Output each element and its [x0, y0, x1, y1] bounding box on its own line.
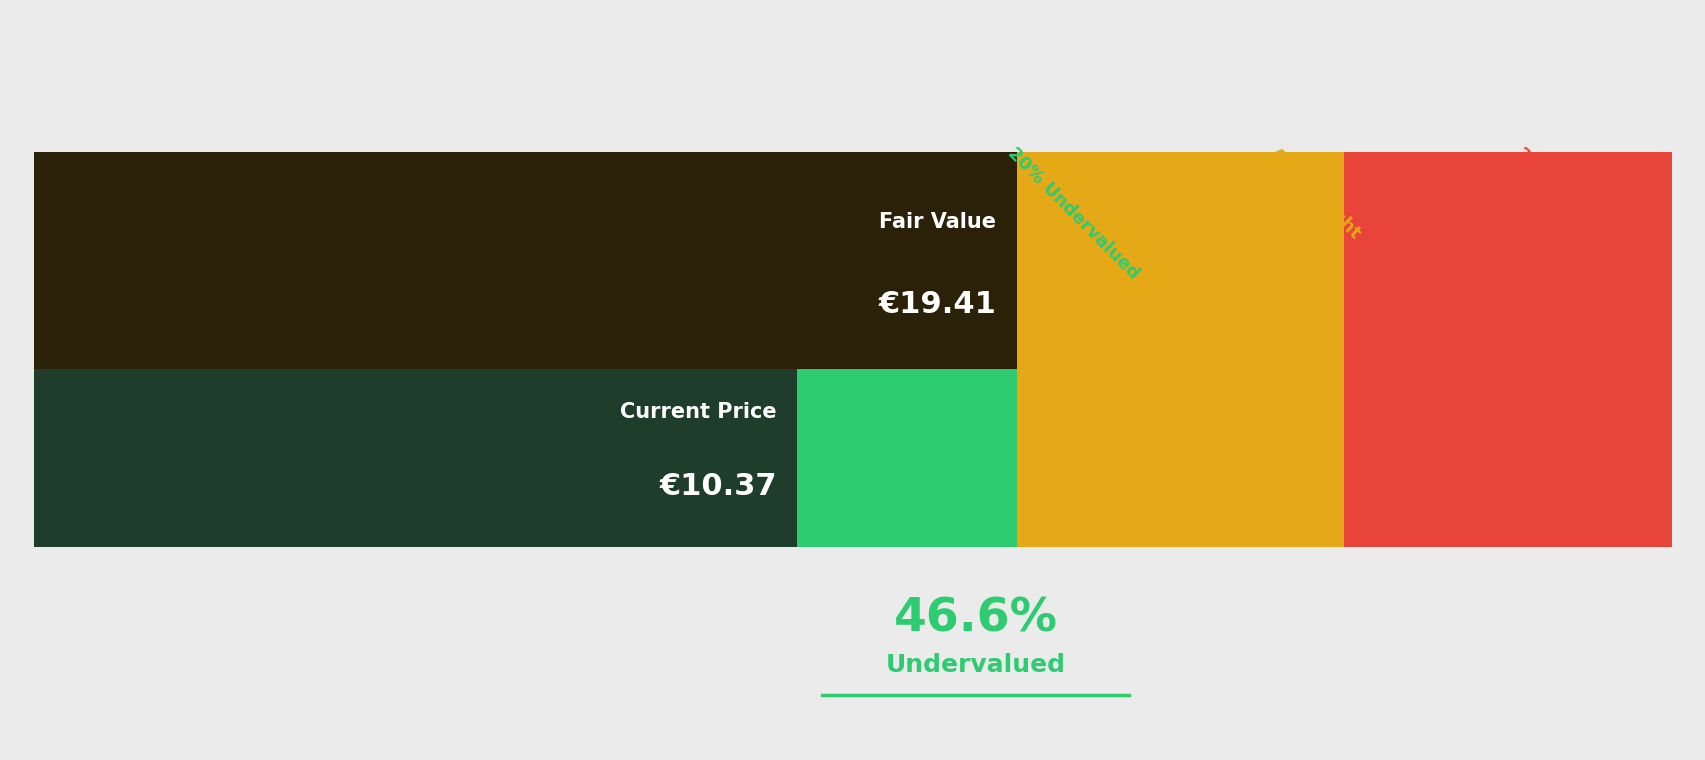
Text: Fair Value: Fair Value [878, 211, 996, 232]
Text: €19.41: €19.41 [878, 290, 996, 318]
Text: 46.6%: 46.6% [893, 597, 1057, 642]
Text: Current Price: Current Price [621, 403, 776, 423]
Bar [1344, 152, 1671, 547]
Text: 20% Overvalued: 20% Overvalued [1511, 144, 1640, 274]
Bar [1016, 152, 1344, 547]
Bar [34, 152, 796, 547]
Text: About Right: About Right [1265, 144, 1364, 242]
Text: €10.37: €10.37 [658, 472, 776, 501]
Text: Undervalued: Undervalued [885, 653, 1066, 677]
Bar [34, 152, 1016, 369]
Bar [34, 330, 796, 547]
Bar [796, 152, 1016, 547]
Text: 20% Undervalued: 20% Undervalued [1004, 144, 1142, 283]
